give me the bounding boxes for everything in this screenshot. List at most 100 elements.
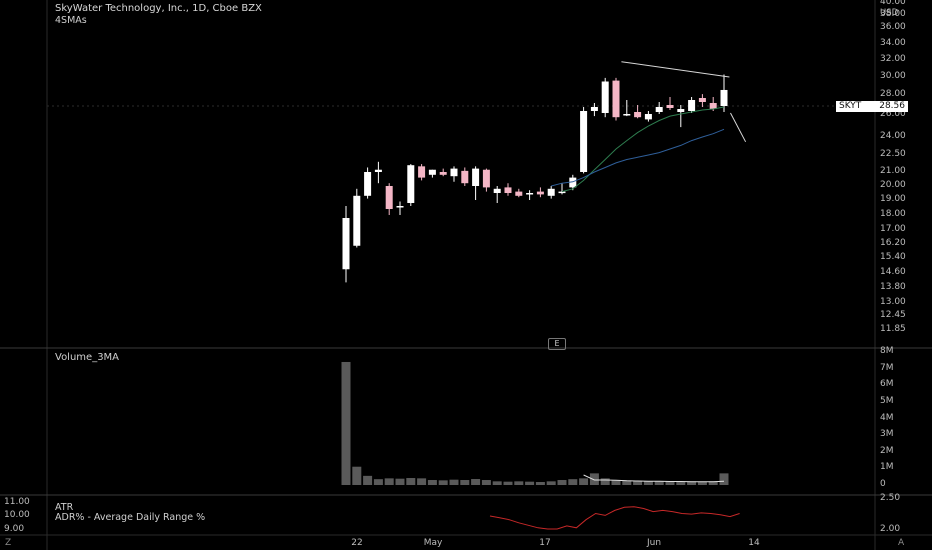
trendline-layer[interactable] [621,61,747,143]
volume-bar [600,478,610,485]
volume-bar [708,481,718,485]
price-tick-label: 34.00 [880,38,906,48]
volume-bar [341,361,351,485]
volume-bar [589,473,599,485]
candle-body [666,105,674,108]
volume-bars-layer [341,361,729,485]
time-tick-label: Jun [646,538,662,548]
volume-bar [697,481,707,485]
price-tag-symbol: SKYT [839,101,862,111]
indicator-legend-adr[interactable]: ADR% - Average Daily Range % [55,512,206,523]
candle-body [688,100,696,111]
candle-body [450,168,458,177]
volume-tick-label: 0 [880,479,886,489]
volume-bar [363,475,373,485]
price-tick-label: 13.00 [880,297,906,307]
volume-bar [719,473,729,485]
candle-body [655,107,663,112]
volume-tick-label: 3M [880,429,894,440]
volume-bar [633,480,643,485]
candle-body [482,169,490,188]
volume-bar [676,481,686,485]
volume-bar [514,481,524,485]
volume-bar [471,479,481,485]
candle-body [623,114,631,116]
candle-body [634,112,642,118]
candle-body [407,165,415,203]
candle-body [428,169,436,175]
volume-bar [460,480,470,485]
volume-bar [622,480,632,485]
last-price-tag: SKYT 28.56 [836,101,908,112]
price-tick-label: 20.00 [880,180,906,190]
price-tick-label: 12.45 [880,310,906,320]
volume-bar [654,481,664,485]
volume-bar [535,482,545,485]
candle-body [385,186,393,209]
volume-ma-line [583,474,725,483]
atr-left-tick-label: 10.00 [4,510,30,520]
price-tick-label: 18.00 [880,209,906,219]
candle-body [580,111,588,172]
candle-body [342,218,350,270]
price-tick-label: 15.40 [880,252,906,262]
price-tick-label: 21.00 [880,166,906,176]
adr-right-tick-label: 2.00 [880,524,901,534]
candle-body [493,188,501,193]
volume-bar [579,478,589,485]
candle-body [515,191,523,196]
price-tick-label: 22.50 [880,149,906,159]
indicator-legend-smas[interactable]: 4SMAs [55,15,87,26]
price-tick-label: 13.80 [880,282,906,292]
price-tick-label: 17.00 [880,224,906,234]
price-tick-label: 28.00 [880,89,906,99]
price-tick-label: 11.85 [880,324,906,334]
sma-slow-line [551,128,725,187]
volume-tick-label: 7M [880,362,894,373]
candle-body [396,206,404,208]
volume-bar [665,481,675,485]
volume-bar [373,479,383,485]
trendline [730,112,747,143]
candle-body [709,103,717,109]
volume-bar [384,478,394,485]
price-tag-value: 28.56 [879,101,905,111]
indicator-legend-atr[interactable]: ATR [55,502,74,513]
candle-body [698,98,706,102]
volume-bar [525,481,535,485]
volume-bar [643,481,653,485]
candle-body [677,109,685,112]
candle-body [353,195,361,246]
volume-bar [406,478,416,485]
earnings-marker[interactable]: E [548,338,566,350]
price-tick-label: 38.00 [880,9,906,19]
candle-body [461,170,469,184]
indicator-legend-volume[interactable]: Volume_3MA [55,352,120,363]
volume-tick-label: 2M [880,445,894,456]
volume-tick-label: 1M [880,462,894,473]
symbol-title[interactable]: SkyWater Technology, Inc., 1D, Cboe BZX [55,3,262,14]
adr-line-layer [489,506,740,530]
volume-bar [395,478,405,485]
candle-body [418,166,426,178]
trendline [621,61,730,78]
candle-body [439,172,447,175]
volume-tick-label: 6M [880,379,894,390]
candle-body [558,191,566,194]
corner-left-label[interactable]: Z [5,538,12,548]
candle-body [720,89,728,106]
time-tick-label: 17 [539,538,551,548]
candle-body [644,114,652,120]
volume-tick-label: 8M [880,346,894,356]
sma-layer [551,106,725,193]
time-tick-label: 14 [748,538,760,548]
volume-bar [427,480,437,485]
candle-body [536,191,544,195]
volume-bar [687,481,697,485]
candle-body [569,177,577,188]
corner-right-label[interactable]: A [898,538,905,548]
volume-bar [417,478,427,485]
volume-bar [492,481,502,485]
candle-body [374,169,382,172]
